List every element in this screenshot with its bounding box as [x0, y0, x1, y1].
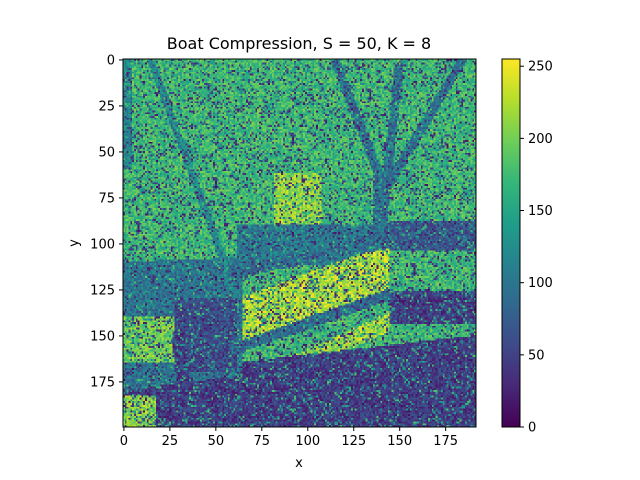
- heatmap-image: [123, 59, 476, 427]
- x-tick-label: 150: [387, 434, 412, 449]
- chart-title: Boat Compression, S = 50, K = 8: [167, 34, 431, 53]
- colorbar: [502, 59, 520, 427]
- y-tick-label: 125: [90, 283, 115, 298]
- y-tick-label: 25: [98, 99, 115, 114]
- y-axis: 0 25 50 75 100 125 150 175: [90, 53, 123, 390]
- x-axis-label: x: [295, 456, 303, 471]
- colorbar-tick-label: 250: [528, 60, 553, 75]
- colorbar-tick-label: 0: [528, 421, 536, 436]
- x-axis: 0 25 50 75 100 125 150 175: [120, 427, 458, 449]
- x-tick-label: 75: [254, 434, 271, 449]
- y-tick-label: 75: [98, 191, 115, 206]
- x-tick-label: 100: [295, 434, 320, 449]
- y-tick-label: 50: [98, 145, 115, 160]
- x-tick-label: 125: [341, 434, 366, 449]
- x-tick-label: 0: [120, 434, 128, 449]
- y-tick-label: 0: [107, 53, 115, 68]
- x-tick-label: 175: [433, 434, 458, 449]
- colorbar-tick-label: 50: [528, 348, 545, 363]
- y-axis-label: y: [67, 239, 82, 247]
- y-tick-label: 100: [90, 237, 115, 252]
- colorbar-axis: 0 50 100 150 200 250: [520, 60, 553, 436]
- x-tick-label: 50: [208, 434, 225, 449]
- heatmap-raster: [123, 59, 476, 427]
- y-tick-label: 150: [90, 329, 115, 344]
- plot-frame: [122, 58, 477, 428]
- colorbar-frame: [501, 58, 521, 428]
- colorbar-tick-label: 150: [528, 204, 553, 219]
- colorbar-tick-label: 100: [528, 276, 553, 291]
- colorbar-tick-label: 200: [528, 132, 553, 147]
- x-tick-label: 25: [162, 434, 179, 449]
- y-tick-label: 175: [90, 375, 115, 390]
